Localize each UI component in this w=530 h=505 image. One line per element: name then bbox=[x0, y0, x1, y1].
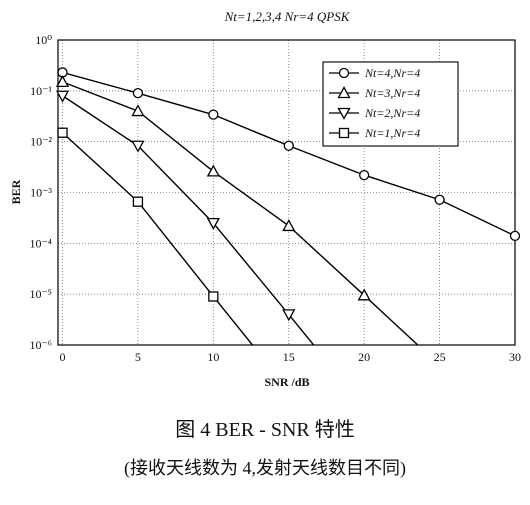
x-axis-label: SNR /dB bbox=[264, 375, 309, 389]
series-line bbox=[62, 81, 419, 345]
legend-marker bbox=[337, 86, 351, 99]
x-tick-label: 0 bbox=[60, 350, 66, 364]
x-tick-label: 30 bbox=[509, 350, 521, 364]
x-tick-label: 10 bbox=[207, 350, 219, 364]
y-tick-label: 10⁻¹ bbox=[30, 84, 52, 98]
marker bbox=[55, 75, 70, 88]
x-tick-label: 15 bbox=[283, 350, 295, 364]
x-tick-label: 25 bbox=[434, 350, 446, 364]
marker bbox=[208, 291, 219, 302]
caption-note: (接收天线数为 4,发射天线数目不同) bbox=[124, 458, 406, 479]
marker bbox=[132, 88, 144, 99]
legend-label: Nt=2,Nr=4 bbox=[364, 106, 420, 120]
marker bbox=[509, 230, 521, 242]
legend-label: Nt=3,Nr=4 bbox=[364, 86, 420, 100]
chart-title: Nt=1,2,3,4 Nr=4 QPSK bbox=[224, 9, 351, 24]
legend-marker bbox=[338, 67, 350, 79]
marker bbox=[131, 140, 145, 153]
y-tick-label: 10⁻⁴ bbox=[29, 236, 52, 250]
marker bbox=[282, 309, 296, 322]
legend-marker bbox=[337, 107, 351, 120]
x-tick-label: 20 bbox=[358, 350, 370, 364]
marker bbox=[57, 127, 68, 138]
marker bbox=[357, 288, 371, 301]
y-tick-label: 10⁻² bbox=[30, 135, 52, 149]
marker bbox=[55, 90, 70, 103]
marker bbox=[206, 164, 220, 177]
marker bbox=[208, 109, 219, 120]
plot-frame bbox=[57, 39, 516, 346]
x-tick-label: 5 bbox=[135, 350, 141, 364]
marker bbox=[282, 219, 296, 232]
legend-marker bbox=[338, 127, 350, 139]
marker bbox=[131, 104, 145, 117]
y-tick-label: 10⁻⁶ bbox=[29, 338, 52, 352]
marker bbox=[283, 140, 294, 151]
legend-label: Nt=4,Nr=4 bbox=[364, 66, 420, 80]
y-tick-label: 10⁰ bbox=[35, 33, 52, 47]
y-tick-label: 10⁻⁵ bbox=[29, 287, 52, 301]
marker bbox=[132, 196, 144, 207]
legend-label: Nt=1,Nr=4 bbox=[364, 126, 420, 140]
caption: 图 4 BER - SNR 特性 bbox=[175, 418, 354, 441]
marker bbox=[359, 169, 370, 181]
y-axis-label: BER bbox=[9, 179, 23, 204]
y-tick-label: 10⁻³ bbox=[30, 186, 52, 200]
marker bbox=[206, 217, 220, 230]
series-line bbox=[62, 132, 254, 345]
marker bbox=[434, 194, 445, 205]
